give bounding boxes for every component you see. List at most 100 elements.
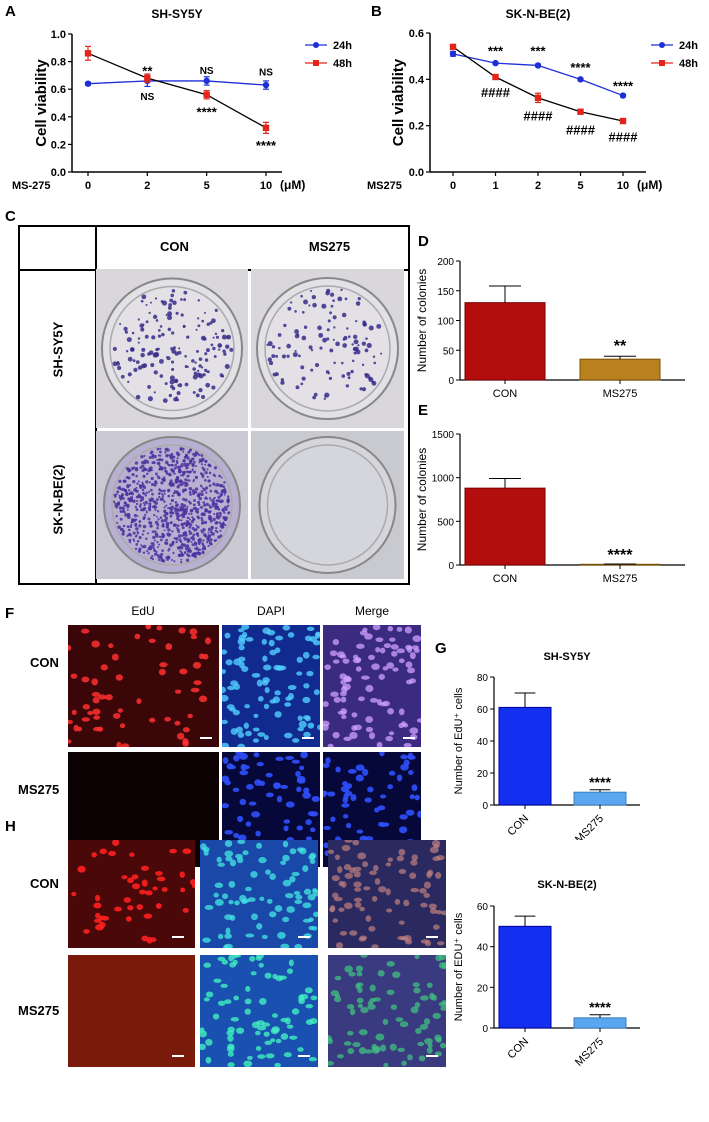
colony-dot [199, 484, 203, 488]
colony-dot [216, 530, 219, 534]
colony-dot [301, 311, 305, 314]
colony-dot [167, 507, 170, 510]
nucleus [404, 626, 412, 634]
colony-dot [187, 512, 191, 515]
nucleus [423, 892, 430, 898]
colony-dot [156, 447, 160, 451]
nucleus [371, 1043, 378, 1051]
colony-dot [145, 304, 148, 307]
colony-dot [137, 337, 141, 340]
colony-dot [140, 299, 144, 303]
colony-dot [179, 508, 183, 512]
nucleus [202, 653, 209, 660]
nucleus [299, 847, 307, 855]
colony-dot [214, 332, 218, 336]
y-axis-label: Number of EdU⁺ cells [453, 687, 465, 794]
colony-dot [159, 450, 162, 454]
colony-dot [152, 314, 158, 320]
nucleus [414, 955, 420, 960]
colony-dot [126, 503, 130, 507]
bar-MS275 [579, 358, 661, 381]
colony-dot [355, 320, 358, 323]
colony-dot [215, 526, 218, 530]
nucleus [229, 962, 237, 968]
colony-dot [186, 475, 189, 478]
colony-dot [133, 367, 138, 373]
nucleus [312, 654, 320, 660]
colony-dot [156, 510, 160, 513]
nucleus [317, 724, 320, 731]
colony-dot [324, 392, 330, 398]
colony-dot [204, 470, 208, 475]
colony-dot [135, 489, 139, 493]
nucleus [143, 913, 153, 919]
colony-dot [333, 361, 336, 365]
nucleus [121, 743, 130, 747]
nucleus [108, 643, 114, 649]
colony-dot [157, 329, 161, 332]
colony-dot [208, 464, 212, 468]
colony-dot [204, 496, 207, 499]
nucleus [140, 865, 150, 871]
nucleus [246, 783, 254, 790]
nucleus [155, 903, 162, 909]
colony-dot [116, 501, 120, 506]
data-point-24h [534, 62, 542, 69]
colony-dot [171, 289, 176, 293]
nucleus [399, 826, 408, 834]
nucleus [182, 907, 189, 913]
significance-label: #### [609, 129, 639, 144]
x-tick-label: 0 [85, 180, 91, 192]
colony-dot [154, 508, 157, 512]
nucleus [230, 1017, 240, 1022]
colony-dot [219, 500, 223, 504]
nucleus [256, 761, 264, 767]
colony-dot [137, 365, 143, 370]
f-row-ms275: MS275 [18, 782, 60, 797]
colony-dot [169, 379, 175, 385]
colony-dot [181, 473, 185, 477]
colony-dot [127, 497, 130, 500]
nucleus [217, 933, 224, 940]
colony-dot [185, 483, 189, 487]
colony-dot [194, 506, 197, 510]
nucleus [364, 1049, 373, 1054]
colony-dot [292, 352, 298, 358]
colony-dot [127, 528, 131, 532]
nucleus [269, 873, 276, 880]
colony-dot [126, 508, 129, 511]
colony-dot [144, 513, 147, 516]
colony-dot [147, 385, 151, 389]
colony-dot [208, 479, 211, 482]
colony-dot [196, 510, 200, 514]
colony-dot [188, 526, 192, 529]
colony-dot [152, 535, 156, 540]
nucleus [179, 668, 188, 675]
colony-dot [219, 534, 223, 538]
h-merge-ms275 [328, 955, 446, 1067]
significance-label: #### [481, 85, 511, 100]
colony-dot [170, 558, 174, 562]
colony-dot [221, 334, 227, 340]
colony-dot [124, 504, 127, 507]
nucleus [305, 819, 312, 826]
nucleus [145, 625, 151, 629]
colony-dot [196, 372, 202, 378]
nucleus [235, 1027, 245, 1034]
colony-dot [168, 453, 171, 457]
y-tick-label: 1.0 [51, 29, 66, 41]
legend-marker [313, 60, 319, 66]
colony-dot [269, 361, 274, 366]
nucleus [302, 918, 312, 923]
colony-dot [164, 451, 167, 454]
nucleus [328, 1060, 334, 1066]
nucleus [405, 679, 413, 685]
nucleus [237, 743, 246, 747]
nucleus [261, 934, 268, 939]
colony-dot [133, 499, 136, 502]
colony-dot [208, 471, 212, 475]
nucleus [255, 830, 261, 837]
nucleus [368, 732, 376, 740]
nucleus [435, 955, 443, 962]
colony-dot [212, 498, 215, 501]
